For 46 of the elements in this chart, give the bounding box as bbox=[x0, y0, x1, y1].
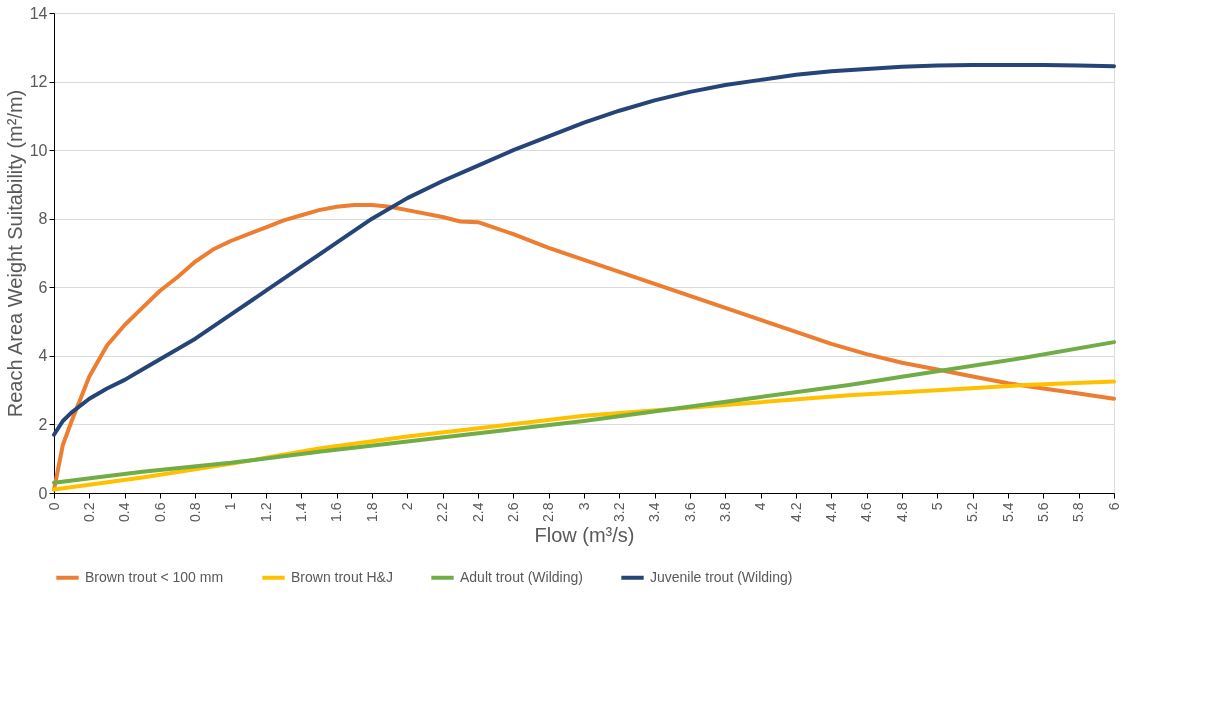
x-tick-label: 0.2 bbox=[80, 502, 97, 522]
x-tick-label: 3.6 bbox=[681, 502, 698, 522]
y-tick-label: 2 bbox=[38, 415, 48, 433]
x-tick-label: 3 bbox=[575, 502, 592, 511]
y-tick-label: 10 bbox=[29, 141, 48, 159]
x-tick-label: 5.6 bbox=[1034, 502, 1051, 522]
x-tick-label: 2.6 bbox=[504, 502, 521, 522]
x-tick-label: 0 bbox=[45, 502, 62, 511]
x-tick-label: 2.4 bbox=[469, 502, 486, 522]
legend-label: Adult trout (Wilding) bbox=[460, 568, 583, 585]
x-tick-label: 3.8 bbox=[716, 502, 733, 522]
x-tick-label: 5 bbox=[928, 502, 945, 511]
x-tick-label: 3.2 bbox=[610, 502, 627, 522]
x-tick-label: 1.6 bbox=[328, 502, 345, 522]
x-tick-label: 1 bbox=[222, 502, 239, 511]
x-tick-label: 5.2 bbox=[964, 502, 981, 522]
x-tick-label: 5.4 bbox=[999, 502, 1016, 522]
legend-label: Juvenile trout (Wilding) bbox=[650, 568, 793, 585]
y-tick-label: 8 bbox=[38, 210, 48, 228]
x-tick-label: 1.8 bbox=[363, 502, 380, 522]
x-tick-label: 6 bbox=[1105, 502, 1122, 511]
x-tick-label: 4 bbox=[752, 502, 769, 511]
x-tick-label: 0.4 bbox=[116, 502, 133, 522]
legend-label: Brown trout < 100 mm bbox=[85, 568, 224, 585]
x-tick-label: 2.2 bbox=[434, 502, 451, 522]
line-series bbox=[52, 63, 1116, 437]
y-tick-label: 6 bbox=[38, 278, 48, 296]
y-tick-label: 12 bbox=[29, 73, 48, 91]
x-tick-label: 4.8 bbox=[893, 502, 910, 522]
x-tick-label: 2.8 bbox=[540, 502, 557, 522]
x-tick-label: 5.8 bbox=[1070, 502, 1087, 522]
x-tick-label: 0.8 bbox=[186, 502, 203, 522]
x-tick-label: 3.4 bbox=[646, 502, 663, 522]
x-axis-title: Flow (m³/s) bbox=[534, 523, 635, 546]
x-tick-label: 1.4 bbox=[292, 502, 309, 522]
legend-label: Brown trout H&J bbox=[291, 568, 393, 585]
x-tick-label: 4.4 bbox=[822, 502, 839, 522]
x-tick-label: 0.6 bbox=[151, 502, 168, 522]
x-tick-label: 2 bbox=[398, 502, 415, 511]
x-tick-label: 4.6 bbox=[858, 502, 875, 522]
x-tick-label: 1.2 bbox=[257, 502, 274, 522]
x-tick-label: 4.2 bbox=[787, 502, 804, 522]
y-tick-label: 4 bbox=[38, 347, 48, 365]
line-series bbox=[52, 340, 1116, 485]
y-tick-label: 14 bbox=[29, 4, 48, 22]
y-axis-title: Reach Area Weight Suitability (m²/m) bbox=[3, 89, 26, 418]
